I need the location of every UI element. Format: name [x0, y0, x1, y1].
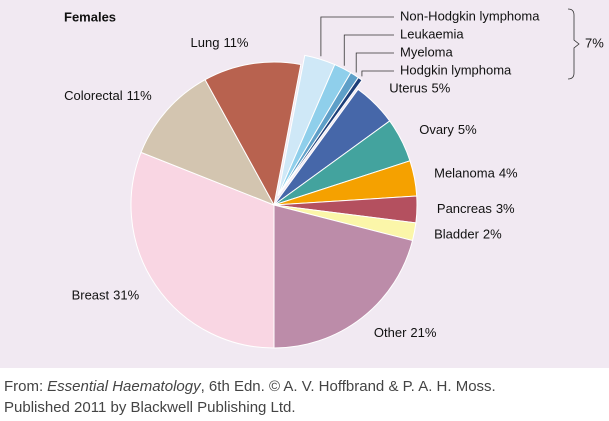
leader-line	[343, 34, 394, 66]
slice-label: Pancreas 3%	[437, 202, 515, 217]
pie-slice	[273, 204, 414, 349]
slice-label: Bladder 2%	[434, 227, 502, 242]
slice-value: 4%	[499, 166, 518, 181]
slice-name: Breast	[72, 288, 110, 303]
slice-label: Myeloma	[400, 44, 454, 59]
slice-name: Lung	[191, 35, 220, 50]
slice-label: Leukaemia	[400, 26, 464, 41]
pie-slice	[140, 79, 276, 206]
slice-value: 11%	[223, 35, 248, 50]
pie-slice	[204, 61, 302, 207]
chart: Females Breast 31%Colorectal 11%Lung 11%Non…	[0, 0, 609, 368]
slice-value: 31%	[113, 288, 139, 303]
slice-name: Bladder	[434, 227, 479, 242]
slice-label: Non-Hodgkin lymphoma	[400, 8, 540, 23]
caption-book: Essential Haematology	[47, 378, 201, 395]
caption-text: , 6th Edn. © A. V. Hoffbrand & P. A. H. …	[200, 378, 496, 395]
group-label: 7%	[585, 35, 604, 50]
caption-line: Published 2011 by Blackwell Publishing L…	[4, 399, 296, 416]
leader-line	[361, 70, 394, 77]
slice-label: Lung 11%	[191, 35, 249, 50]
slice-label: Other 21%	[374, 325, 437, 340]
slice-value: 21%	[410, 325, 436, 340]
slice-label: Ovary 5%	[419, 122, 477, 137]
caption-text: From:	[4, 378, 44, 395]
slice-label: Uterus 5%	[389, 81, 451, 96]
slice-name: Uterus	[389, 81, 428, 96]
slice-label: Melanoma 4%	[434, 166, 518, 181]
caption: From: Essential Haematology, 6th Edn. © A…	[4, 376, 496, 418]
slice-value: 3%	[496, 202, 515, 217]
chart-title: Females	[64, 9, 116, 24]
slice-name: Colorectal	[64, 89, 123, 104]
slice-name: Melanoma	[434, 166, 495, 181]
leader-line	[355, 52, 394, 73]
pie-slice	[277, 76, 363, 197]
slice-label: Breast 31%	[72, 288, 140, 303]
slice-value: 5%	[432, 81, 451, 96]
slice-value: 2%	[483, 227, 502, 242]
slice-value: 11%	[127, 89, 152, 104]
slice-label: Hodgkin lymphoma	[400, 62, 512, 77]
slice-name: Pancreas	[437, 202, 492, 217]
slice-label: Colorectal 11%	[64, 89, 152, 104]
leader-line	[320, 16, 394, 57]
slice-name: Ovary	[419, 122, 454, 137]
slice-value: 5%	[458, 122, 477, 137]
group-bracket	[567, 8, 580, 80]
pie-slice	[130, 151, 275, 349]
caption-line: From: Essential Haematology, 6th Edn. © A…	[4, 376, 496, 397]
slice-name: Other	[374, 325, 407, 340]
